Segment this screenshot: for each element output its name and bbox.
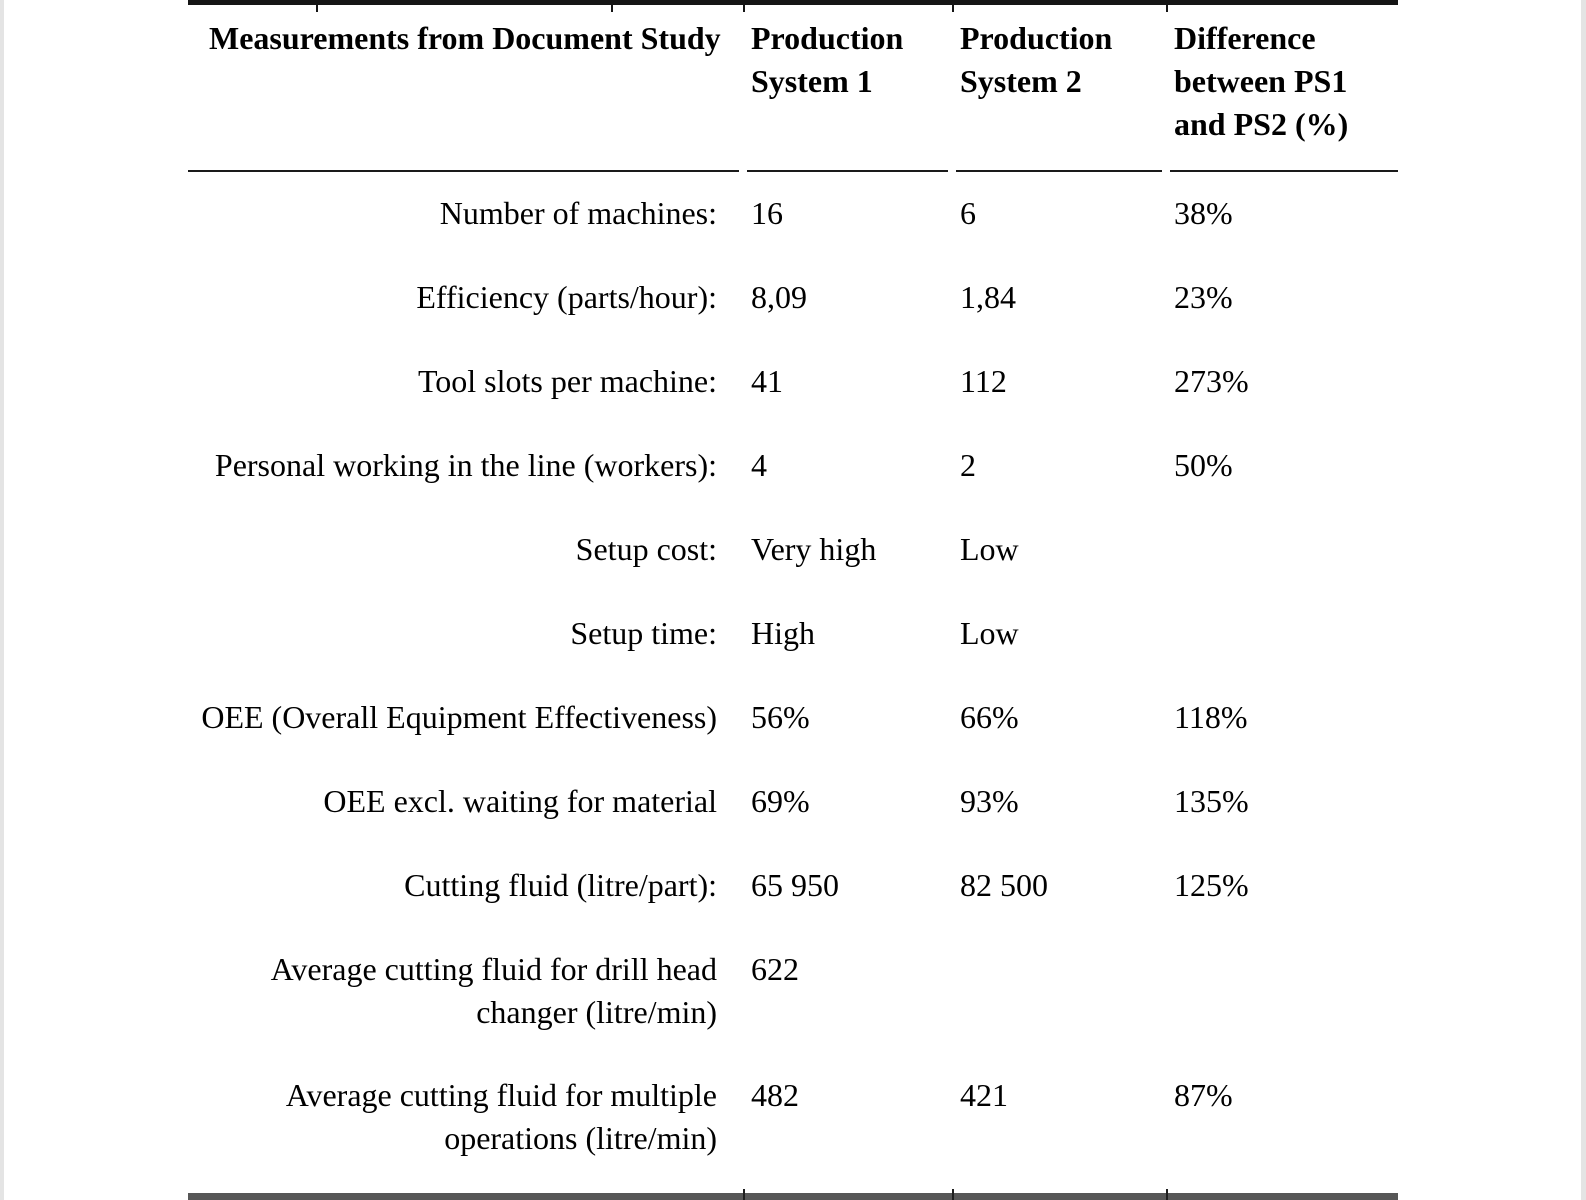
- cell-diff: 125%: [1174, 867, 1249, 903]
- cell-diff: 135%: [1174, 783, 1249, 819]
- cell-ps1: Very high: [751, 531, 877, 567]
- table-row: OEE (Overall Equipment Effectiveness) 56…: [188, 676, 1398, 760]
- header-separator-segment: [188, 170, 739, 172]
- table-row: Number of machines: 16 6 38%: [188, 172, 1398, 256]
- cell-ps2: 1,84: [960, 279, 1016, 315]
- cell-ps2: Low: [960, 531, 1019, 567]
- table-row: Tool slots per machine: 41 112 273%: [188, 340, 1398, 424]
- cell-label: Average cutting fluid for multiple opera…: [285, 1077, 717, 1156]
- cell-ps2: 2: [960, 447, 976, 483]
- cell-label: Tool slots per machine:: [417, 363, 717, 399]
- cell-label: Average cutting fluid for drill head cha…: [270, 951, 717, 1030]
- cell-ps1: High: [751, 615, 815, 651]
- column-divider-tick: [952, 1189, 954, 1200]
- cell-ps2: 112: [960, 363, 1007, 399]
- column-divider-tick: [743, 5, 745, 12]
- table-body: Number of machines: 16 6 38% Efficiency …: [188, 172, 1398, 1180]
- table-row: Personal working in the line (workers): …: [188, 424, 1398, 508]
- cell-label: OEE (Overall Equipment Effectiveness): [201, 699, 717, 735]
- cell-diff: 38%: [1174, 195, 1233, 231]
- cell-ps1: 4: [751, 447, 767, 483]
- table-header-row: Measurements from Document Study Product…: [188, 5, 1398, 146]
- table-top-border: [188, 0, 1398, 5]
- column-divider-tick: [952, 5, 954, 12]
- cell-diff: 273%: [1174, 363, 1249, 399]
- column-divider-tick: [1166, 5, 1168, 12]
- column-divider-tick: [611, 5, 613, 12]
- column-divider-tick: [316, 5, 318, 12]
- cell-ps1: 56%: [751, 699, 810, 735]
- cell-label: Personal working in the line (workers):: [214, 447, 717, 483]
- cell-ps2: Low: [960, 615, 1019, 651]
- cell-ps2: 82 500: [960, 867, 1048, 903]
- cell-label: Efficiency (parts/hour):: [416, 279, 717, 315]
- column-divider-tick: [1166, 1189, 1168, 1200]
- header-measurements: Measurements from Document Study: [209, 20, 721, 56]
- cell-label: OEE excl. waiting for material: [323, 783, 717, 819]
- cell-ps2: [952, 928, 1166, 1054]
- cell-label: Cutting fluid (litre/part):: [404, 867, 717, 903]
- table-row: Setup cost: Very high Low: [188, 508, 1398, 592]
- table-row: OEE excl. waiting for material 69% 93% 1…: [188, 760, 1398, 844]
- cell-label: Number of machines:: [439, 195, 717, 231]
- cell-diff: 118%: [1174, 699, 1248, 735]
- cell-ps2: 93%: [960, 783, 1019, 819]
- header-separator-segment: [747, 170, 948, 172]
- cell-diff: 50%: [1174, 447, 1233, 483]
- cell-ps1: 482: [751, 1077, 799, 1113]
- cell-ps1: 16: [751, 195, 783, 231]
- table-row: Cutting fluid (litre/part): 65 950 82 50…: [188, 844, 1398, 928]
- cell-ps1: 8,09: [751, 279, 807, 315]
- page-right-edge: [1581, 0, 1586, 1200]
- cell-diff: 23%: [1174, 279, 1233, 315]
- cell-ps2: 421: [960, 1077, 1008, 1113]
- table-row: Setup time: High Low: [188, 592, 1398, 676]
- cell-diff: [1166, 592, 1398, 676]
- cell-label: Setup time:: [570, 615, 717, 651]
- table-row: Average cutting fluid for multiple opera…: [188, 1054, 1398, 1180]
- table-row: Average cutting fluid for drill head cha…: [188, 928, 1398, 1054]
- table-row: Efficiency (parts/hour): 8,09 1,84 23%: [188, 256, 1398, 340]
- cell-diff: 87%: [1174, 1077, 1233, 1113]
- cell-label: Setup cost:: [575, 531, 717, 567]
- cell-ps1: 622: [751, 951, 799, 987]
- header-separator-segment: [956, 170, 1162, 172]
- header-difference: Difference between PS1 and PS2 (%): [1174, 20, 1349, 142]
- cell-ps2: 6: [960, 195, 976, 231]
- page-left-edge: [0, 0, 4, 1200]
- measurements-table: Measurements from Document Study Product…: [188, 0, 1398, 1200]
- header-production-system-2: Production System 2: [960, 20, 1113, 99]
- cell-diff: [1166, 508, 1398, 592]
- cell-ps1: 69%: [751, 783, 810, 819]
- table-bottom-border: [188, 1193, 1398, 1200]
- cell-ps1: 41: [751, 363, 783, 399]
- column-divider-tick: [743, 1189, 745, 1200]
- cell-diff: [1166, 928, 1398, 1054]
- cell-ps2: 66%: [960, 699, 1019, 735]
- header-production-system-1: Production System 1: [751, 20, 904, 99]
- cell-ps1: 65 950: [751, 867, 839, 903]
- header-separator-segment: [1170, 170, 1398, 172]
